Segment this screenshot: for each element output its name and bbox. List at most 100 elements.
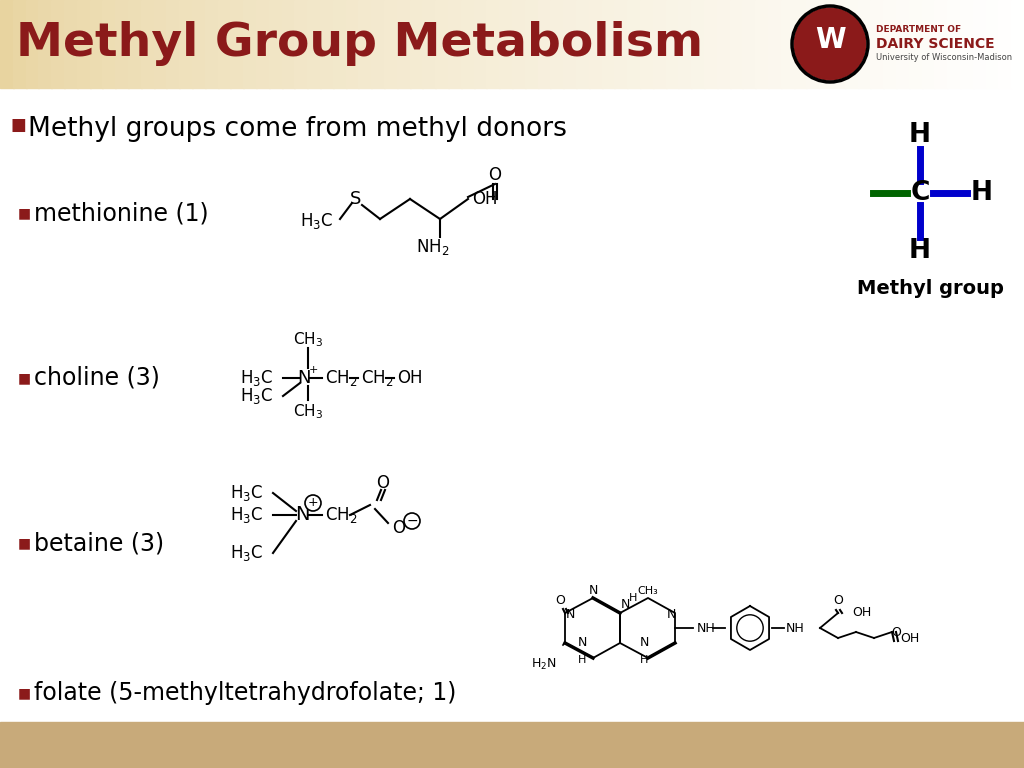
Bar [486,0,500,88]
Bar [666,0,679,88]
Bar [678,0,692,88]
Bar [422,0,436,88]
Bar [500,0,513,88]
Text: University of Wisconsin-Madison: University of Wisconsin-Madison [876,54,1012,62]
Text: H: H [578,655,586,665]
Bar [563,0,577,88]
Bar [627,0,641,88]
Text: folate (5-methyltetrahydrofolate; 1): folate (5-methyltetrahydrofolate; 1) [34,681,457,705]
Text: $\mathrm{CH_2}$: $\mathrm{CH_2}$ [325,505,357,525]
Bar [807,0,820,88]
Text: +: + [308,365,317,375]
Text: O: O [488,166,502,184]
Bar [333,0,346,88]
Circle shape [794,8,866,80]
Bar [295,0,308,88]
Text: H: H [640,655,648,665]
Text: W: W [815,26,846,54]
Text: N: N [621,598,630,611]
Text: O: O [891,627,901,640]
Bar [922,0,935,88]
Bar [653,0,667,88]
Bar [282,0,295,88]
Text: N: N [295,505,309,525]
Text: $\mathrm{CH_2}$: $\mathrm{CH_2}$ [361,368,393,388]
Text: DAIRY SCIENCE: DAIRY SCIENCE [876,37,994,51]
Bar [717,0,730,88]
Text: $\mathrm{H_2N}$: $\mathrm{H_2N}$ [531,657,557,672]
Text: N: N [565,608,574,621]
Text: $\mathrm{CH_3}$: $\mathrm{CH_3}$ [293,331,324,349]
Bar [449,0,462,88]
Text: OH: OH [900,631,920,644]
Text: N: N [639,637,648,650]
Bar [461,0,474,88]
Bar [193,0,206,88]
Bar [551,0,564,88]
Bar [575,0,590,88]
Text: NH: NH [786,621,805,634]
Text: betaine (3): betaine (3) [34,531,164,555]
Text: $\mathrm{CH_3}$: $\mathrm{CH_3}$ [293,402,324,422]
Text: OH: OH [852,607,871,620]
Bar [141,0,155,88]
Text: NH: NH [697,621,716,634]
Text: OH: OH [397,369,423,387]
Bar [819,0,833,88]
Bar [883,0,897,88]
Bar [346,0,359,88]
Bar [435,0,449,88]
Text: N: N [297,369,310,387]
Bar [371,0,385,88]
Bar [794,0,807,88]
Bar [268,0,283,88]
Bar [538,0,551,88]
Text: H: H [629,593,637,603]
Bar [524,0,539,88]
Text: H: H [909,122,931,148]
Bar [384,0,397,88]
Text: O: O [834,594,843,607]
Text: $\mathrm{H_3C}$: $\mathrm{H_3C}$ [230,483,263,503]
Bar [870,0,884,88]
Bar [358,0,372,88]
Text: N: N [578,637,587,650]
Text: ■: ■ [18,686,31,700]
Bar [691,0,705,88]
Bar [858,0,871,88]
Text: $\mathrm{H_3C}$: $\mathrm{H_3C}$ [240,386,273,406]
Bar [0,722,1024,768]
Text: +: + [307,496,318,509]
Text: ■: ■ [18,371,31,385]
Bar [63,0,78,88]
Text: O: O [555,594,565,607]
Text: N: N [589,584,598,598]
Bar [640,0,653,88]
Bar [998,0,1012,88]
Text: Methyl Group Metabolism: Methyl Group Metabolism [16,22,703,67]
Text: $\mathrm{H_3C}$: $\mathrm{H_3C}$ [230,543,263,563]
Text: ■: ■ [18,536,31,550]
Text: CH₃: CH₃ [638,586,658,596]
Bar [256,0,269,88]
Text: H: H [909,238,931,264]
Bar [307,0,321,88]
Bar [768,0,781,88]
Bar [780,0,795,88]
Bar [230,0,244,88]
Bar [102,0,116,88]
Bar [244,0,257,88]
Text: N: N [667,608,676,621]
Text: methionine (1): methionine (1) [34,201,209,225]
Bar [961,0,974,88]
Bar [845,0,858,88]
Bar [512,0,525,88]
Bar [589,0,602,88]
Bar [205,0,218,88]
Bar [831,0,846,88]
Text: $\mathrm{H_3C}$: $\mathrm{H_3C}$ [230,505,263,525]
Bar [473,0,487,88]
Bar [217,0,231,88]
Bar [1012,0,1024,88]
Bar [319,0,334,88]
